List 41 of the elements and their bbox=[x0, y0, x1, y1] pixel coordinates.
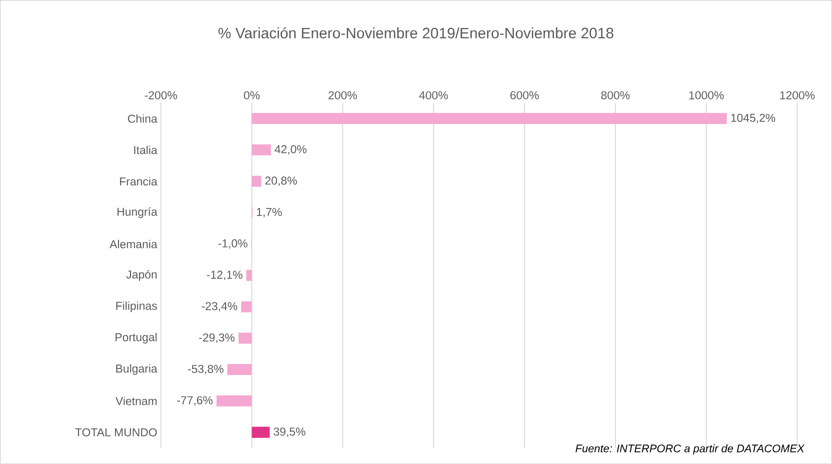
data-label: -12,1% bbox=[206, 270, 242, 280]
data-label: 1,7% bbox=[256, 208, 282, 218]
bar bbox=[227, 364, 252, 376]
x-tick-label: 200% bbox=[328, 91, 357, 100]
y-tick-label: Francia bbox=[120, 177, 158, 186]
x-tick-label: 800% bbox=[601, 91, 630, 100]
x-tick-label: 1200% bbox=[780, 91, 815, 100]
bar bbox=[246, 270, 252, 282]
bar bbox=[252, 176, 262, 187]
y-tick-label: Filipinas bbox=[116, 302, 157, 312]
y-tick-label: Portugal bbox=[116, 332, 157, 344]
bar bbox=[252, 113, 727, 124]
bar bbox=[216, 396, 252, 407]
annotation: Fuente: INTERPORC a partir de DATACOMEX bbox=[576, 444, 805, 455]
chart-title: % Variación Enero-Noviembre 2019/Enero-Noviembre 2018 bbox=[218, 27, 614, 38]
bar bbox=[252, 144, 271, 156]
data-label: 42,0% bbox=[274, 145, 306, 155]
x-tick-label: 600% bbox=[510, 91, 539, 100]
y-tick-label: Bulgaria bbox=[116, 364, 158, 375]
bar bbox=[252, 426, 270, 438]
data-label: -77,6% bbox=[177, 396, 213, 406]
bar bbox=[238, 332, 252, 344]
y-tick-label: Hungría bbox=[118, 207, 158, 218]
x-tick-label: 0% bbox=[244, 91, 260, 100]
y-tick-label: Alemania bbox=[110, 240, 158, 248]
data-label: 1045,2% bbox=[731, 114, 776, 124]
bar bbox=[241, 301, 252, 312]
data-label: -1,0% bbox=[218, 239, 248, 249]
data-label: -53,8% bbox=[188, 364, 224, 374]
y-tick-label: Japón bbox=[126, 270, 157, 281]
y-tick-label: China bbox=[128, 114, 158, 123]
y-tick-label: TOTAL MUNDO bbox=[75, 428, 157, 436]
y-tick-label: Italia bbox=[134, 146, 158, 154]
x-tick-label: 1000% bbox=[689, 91, 724, 100]
x-tick-label: 400% bbox=[419, 91, 448, 100]
data-label: -29,3% bbox=[199, 334, 235, 344]
y-tick-label: Vietnam bbox=[116, 396, 157, 406]
data-label: 39,5% bbox=[274, 428, 306, 438]
data-label: -23,4% bbox=[202, 302, 238, 312]
x-tick-label: -200% bbox=[144, 91, 178, 100]
data-label: 20,8% bbox=[265, 176, 297, 186]
